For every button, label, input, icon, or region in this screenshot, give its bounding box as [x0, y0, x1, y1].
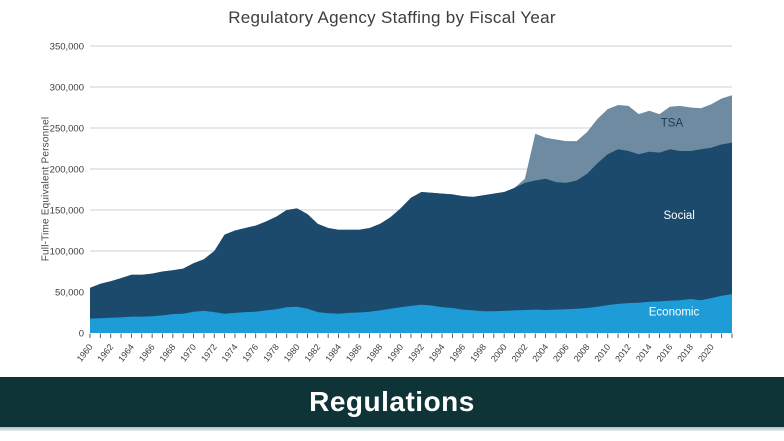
x-tick-label: 1996 [447, 342, 467, 364]
chart-title: Regulatory Agency Staffing by Fiscal Yea… [228, 8, 556, 27]
x-tick-label: 2006 [551, 342, 571, 364]
y-tick-label: 250,000 [50, 124, 84, 135]
x-tick-label: 1984 [323, 342, 343, 364]
x-tick-label: 1972 [199, 342, 219, 364]
y-tick-label: 350,000 [50, 42, 84, 53]
x-tick-label: 1970 [178, 342, 198, 364]
x-tick-label: 2016 [655, 342, 675, 364]
x-tick-label: 1990 [385, 342, 405, 364]
x-tick-label: 1968 [157, 342, 177, 364]
x-tick-label: 2000 [489, 342, 509, 364]
x-tick-label: 2020 [696, 342, 716, 364]
x-tick-label: 2018 [675, 342, 695, 364]
staffing-chart-panel: Regulatory Agency Staffing by Fiscal Yea… [40, 8, 733, 364]
x-tick-label: 1980 [282, 342, 302, 364]
x-tick-label: 2010 [592, 342, 612, 364]
x-tick-label: 2008 [572, 342, 592, 364]
area-social [90, 142, 732, 333]
x-tick-label: 2014 [634, 342, 654, 364]
series-label-tsa: TSA [661, 117, 684, 129]
area-economic [90, 294, 732, 333]
x-tick-label: 1976 [240, 342, 260, 364]
y-tick-label: 0 [79, 329, 84, 340]
x-tick-label: 2012 [613, 342, 633, 364]
y-tick-label: 200,000 [50, 165, 84, 176]
y-axis-label: Full-Time Equivalent Personnel [40, 116, 52, 262]
banner-title: Regulations [309, 386, 475, 417]
y-tick-label: 300,000 [50, 83, 84, 94]
x-tick-label: 1994 [427, 342, 447, 364]
x-tick-label: 1962 [95, 342, 115, 364]
x-tick-label: 1988 [365, 342, 385, 364]
x-tick-label: 1986 [344, 342, 364, 364]
series-label-social: Social [664, 210, 695, 222]
series-label-economic: Economic [649, 306, 700, 318]
x-tick-label: 1966 [137, 342, 157, 364]
x-tick-label: 1978 [261, 342, 281, 364]
x-tick-label: 1998 [468, 342, 488, 364]
x-tick-label: 2004 [530, 342, 550, 364]
banner-bottom-edge [0, 427, 784, 431]
bottom-margin [0, 431, 784, 441]
y-tick-label: 100,000 [50, 247, 84, 258]
y-tick-label: 150,000 [50, 206, 84, 217]
regulations-banner: Regulations [0, 377, 784, 427]
x-tick-label: 1960 [75, 342, 95, 364]
staffing-area-chart: 0 50,000 100,000 150,000 200,000 250,000 300,0… [50, 42, 733, 364]
x-tick-label: 2002 [510, 342, 530, 364]
x-tick-label: 1964 [116, 342, 136, 364]
x-tick-label: 1982 [302, 342, 322, 364]
x-tick-label: 1992 [406, 342, 426, 364]
y-tick-label: 50,000 [55, 288, 84, 299]
x-tick-label: 1974 [220, 342, 240, 364]
